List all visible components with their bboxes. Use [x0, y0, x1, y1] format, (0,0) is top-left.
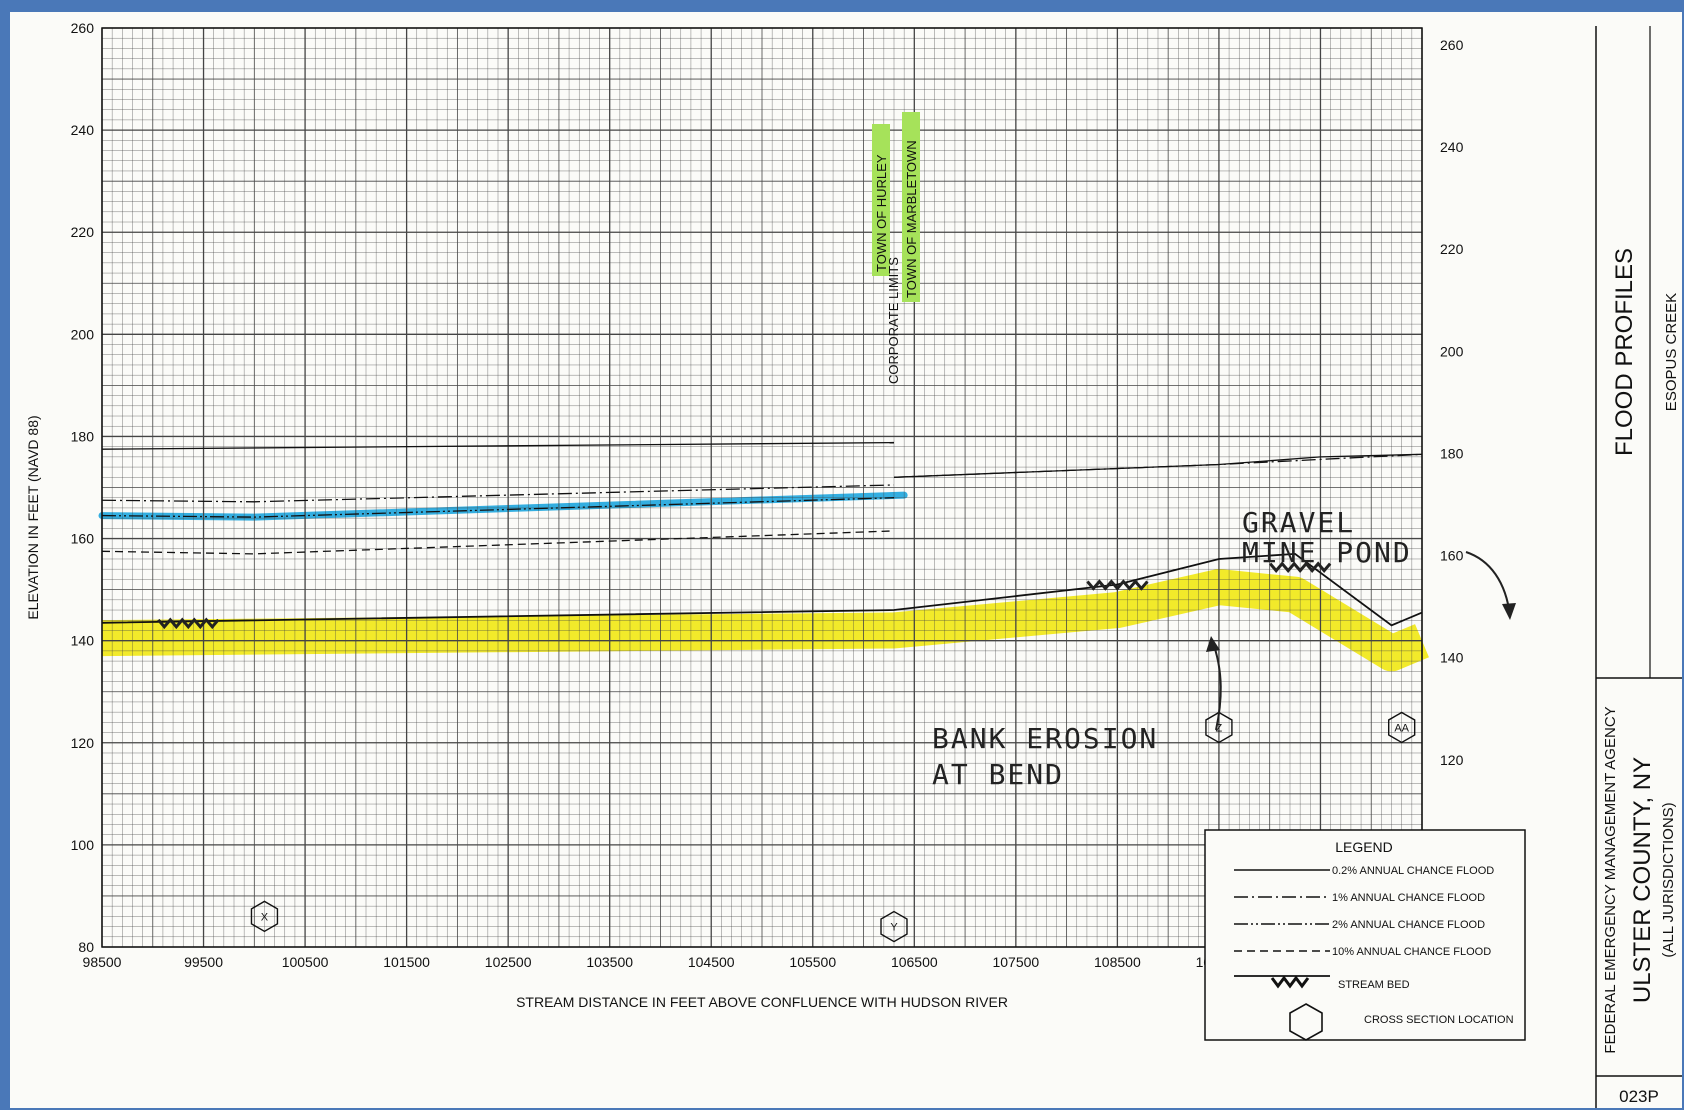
y-tick-label-left: 140 — [71, 633, 95, 649]
bank-erosion-arrow-head — [1206, 636, 1220, 652]
x-tick-label: 99500 — [184, 954, 223, 970]
legend-entry-cross-section: CROSS SECTION LOCATION — [1364, 1014, 1514, 1026]
tick-labels: 98500 99500 100500 101500 102500 103500 104500… — [71, 20, 1464, 970]
legend-box: LEGEND 0.2% ANNUAL CHANCE FLOOD 1% ANNUA… — [1204, 829, 1526, 1041]
series-layer: X Y Z AA — [101, 441, 1423, 943]
stream-bed-hatch-mark-2 — [1269, 561, 1332, 573]
series-line-1-segment-1 — [893, 453, 1423, 478]
y-tick-label-left: 80 — [78, 939, 94, 955]
cross-section-label-y: Y — [890, 922, 898, 934]
stream-name: ESOPUS CREEK — [1663, 293, 1680, 411]
cross-section-marker-aa — [1388, 711, 1416, 744]
cross-section-label-x: X — [261, 911, 269, 923]
series-line-2-segment-0 — [101, 497, 895, 518]
y-tick-label-right: 240 — [1440, 139, 1464, 155]
blue-flood-highlight — [98, 491, 908, 521]
flood-profile-chart: X Y Z AA 98500 99500 100500 101500 102500 103500… — [25, 20, 1682, 1108]
corporate-limits-label: CORPORATE LIMITS — [886, 257, 901, 384]
cross-section-marker-z — [1205, 711, 1233, 744]
agency-name: FEDERAL EMERGENCY MANAGEMENT AGENCY — [1602, 706, 1619, 1053]
y-tick-label-left: 160 — [71, 531, 95, 547]
cross-section-marker-y — [880, 910, 908, 943]
plot-frame — [101, 27, 1423, 948]
y-tick-label-right: 180 — [1440, 445, 1464, 461]
jurisdictions-label: (ALL JURISDICTIONS) — [1660, 802, 1677, 957]
y-tick-label-left: 260 — [71, 20, 95, 36]
x-tick-label: 104500 — [688, 954, 735, 970]
corporate-limits-annotation: CORPORATE LIMITS TOWN OF HURLEY TOWN OF … — [872, 112, 920, 384]
panel-title: FLOOD PROFILES — [1611, 248, 1638, 456]
x-tick-label: 105500 — [789, 954, 836, 970]
legend-entry-stream-bed: STREAM BED — [1338, 979, 1410, 991]
gravel-mine-pond-note-line1: GRAVEL — [1242, 506, 1355, 539]
gravel-mine-pond-note-line2: MINE POND — [1242, 536, 1412, 569]
x-tick-label: 101500 — [383, 954, 430, 970]
x-tick-label: 108500 — [1094, 954, 1141, 970]
legend-entry-0-2pct: 0.2% ANNUAL CHANCE FLOOD — [1332, 865, 1494, 877]
y-tick-label-left: 200 — [71, 326, 95, 342]
town-hurley-highlight — [872, 124, 890, 276]
y-tick-label-left: 240 — [71, 122, 95, 138]
legend-entry-2pct: 2% ANNUAL CHANCE FLOOD — [1332, 919, 1485, 931]
x-tick-label: 102500 — [485, 954, 532, 970]
y-tick-label-left: 100 — [71, 837, 95, 853]
legend-entry-10pct: 10% ANNUAL CHANCE FLOOD — [1332, 946, 1491, 958]
county-name: ULSTER COUNTY, NY — [1629, 757, 1656, 1003]
town-hurley-label: TOWN OF HURLEY — [874, 154, 889, 272]
cross-section-hexagon-icon — [1289, 1003, 1323, 1041]
x-axis-label: STREAM DISTANCE IN FEET ABOVE CONFLUENCE… — [516, 994, 1008, 1010]
bank-erosion-note-line1: BANK EROSION — [932, 722, 1158, 755]
x-tick-label: 98500 — [83, 954, 122, 970]
y-tick-label-right: 200 — [1440, 343, 1464, 359]
y-tick-label-left: 220 — [71, 224, 95, 240]
legend-title: LEGEND — [1335, 839, 1393, 855]
bank-erosion-note-line2: AT BEND — [932, 758, 1064, 791]
town-marbletown-label: TOWN OF MARBLETOWN — [904, 140, 919, 298]
title-block: FLOOD PROFILES ESOPUS CREEK FEDERAL EMER… — [1595, 26, 1682, 1108]
legend-frame — [1204, 829, 1526, 1041]
gravel-arrow-head — [1502, 603, 1516, 620]
y-tick-label-right: 160 — [1440, 548, 1464, 564]
x-tick-label: 106500 — [891, 954, 938, 970]
legend-entry-1pct: 1% ANNUAL CHANCE FLOOD — [1332, 892, 1485, 904]
y-tick-label-right: 120 — [1440, 752, 1464, 768]
flood-profile-sheet: X Y Z AA 98500 99500 100500 101500 102500 103500… — [10, 12, 1682, 1108]
handwritten-annotations: GRAVEL MINE POND BANK EROSION AT BEND — [932, 506, 1516, 791]
cross-section-marker-x — [250, 900, 279, 933]
y-tick-label-left: 180 — [71, 428, 95, 444]
town-marbletown-highlight — [902, 112, 920, 302]
panel-number: 023P — [1619, 1087, 1659, 1106]
y-tick-label-left: 120 — [71, 735, 95, 751]
y-tick-label-right: 260 — [1440, 37, 1464, 53]
series-line-4-segment-0 — [101, 552, 1423, 627]
x-tick-label: 103500 — [586, 954, 633, 970]
cross-section-label-aa: AA — [1394, 722, 1409, 734]
y-tick-label-right: 140 — [1440, 650, 1464, 666]
y-axis-label: ELEVATION IN FEET (NAVD 88) — [25, 415, 41, 619]
series-line-3-segment-0 — [101, 530, 895, 555]
cross-section-label-z: Z — [1216, 722, 1223, 734]
x-tick-label: 100500 — [282, 954, 329, 970]
stream-bed-hatch-icon — [1270, 975, 1310, 989]
stream-bed-hatch-mark-0 — [157, 617, 220, 630]
series-line-1-segment-0 — [101, 484, 895, 503]
x-tick-label: 107500 — [992, 954, 1039, 970]
stream-bed-hatch-mark-1 — [1086, 579, 1149, 591]
chart-grid — [101, 27, 1423, 948]
y-tick-label-right: 220 — [1440, 241, 1464, 257]
series-line-0-segment-0 — [101, 441, 895, 450]
